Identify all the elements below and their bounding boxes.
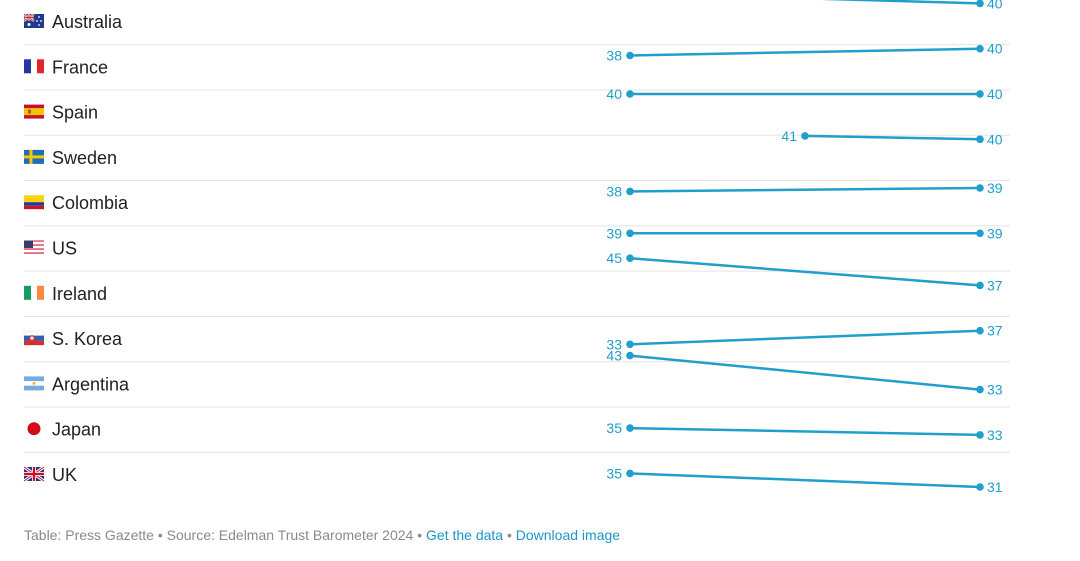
data-point (976, 44, 984, 53)
data-label: 43 (606, 0, 622, 1)
data-point (976, 281, 984, 290)
data-label: 35 (606, 465, 622, 481)
country-label: Spain (52, 103, 98, 123)
data-label: 37 (987, 323, 1003, 339)
country-label: Colombia (52, 193, 129, 213)
data-label: 33 (606, 336, 622, 352)
data-point (626, 187, 634, 196)
country-label: UK (52, 465, 77, 485)
data-point (976, 0, 984, 8)
ireland-flag-icon (24, 285, 44, 300)
data-point (976, 431, 984, 439)
data-point (626, 340, 634, 349)
data-point (801, 132, 809, 140)
data-label: 40 (987, 131, 1003, 147)
data-label: 33 (987, 382, 1003, 398)
data-label: 33 (987, 427, 1003, 443)
data-point (976, 483, 984, 491)
chart-footer: Table: Press Gazette • Source: Edelman T… (24, 527, 620, 543)
france-flag-icon (24, 59, 44, 74)
country-label: France (52, 57, 108, 77)
us-flag-icon (24, 240, 44, 254)
data-point (626, 229, 634, 238)
data-label: 39 (987, 180, 1003, 196)
argentina-flag-icon (24, 376, 44, 391)
data-point (976, 385, 984, 394)
data-label: 40 (606, 86, 622, 102)
series-line (804, 134, 981, 141)
series-line (629, 256, 981, 287)
data-point (626, 424, 634, 432)
data-label: 45 (606, 250, 622, 266)
japan-flag-icon (27, 422, 41, 436)
country-label: Argentina (52, 374, 130, 394)
colombia-flag-icon (24, 195, 44, 210)
data-point (626, 351, 634, 360)
data-label: 40 (987, 41, 1003, 57)
get-data-link[interactable]: Get the data (426, 527, 504, 543)
country-label: Ireland (52, 284, 107, 304)
footer-credit: Table: Press Gazette (24, 527, 154, 543)
data-point (976, 184, 984, 192)
footer-separator: • (157, 527, 163, 543)
data-label: 37 (987, 277, 1003, 293)
chart-svg: Australia 43 40 France 38 40 Spain 40 40 Sweden 41… (23, 0, 1010, 495)
australia-flag-icon (23, 13, 44, 28)
sweden-flag-icon (24, 149, 44, 164)
data-label: 40 (987, 0, 1003, 11)
data-label: 43 (606, 348, 622, 364)
country-label: Australia (52, 12, 123, 32)
series-line (629, 47, 981, 57)
data-label: 41 (781, 128, 797, 144)
series-line (820, 0, 981, 5)
series-line (629, 354, 981, 391)
country-label: Japan (52, 420, 101, 440)
footer-source: Source: Edelman Trust Barometer 2024 (166, 527, 414, 543)
data-label: 31 (987, 479, 1003, 495)
spain-flag-icon (24, 104, 44, 119)
data-label: 39 (606, 225, 622, 241)
data-point (976, 229, 984, 238)
data-label: 39 (987, 225, 1003, 241)
data-point (976, 135, 984, 144)
data-label: 35 (606, 420, 622, 436)
data-point (976, 90, 984, 98)
data-label: 40 (987, 86, 1003, 102)
uk-flag-icon (23, 465, 45, 483)
series-line (629, 329, 981, 346)
data-point (976, 326, 984, 335)
country-label: US (52, 239, 77, 259)
data-label: 38 (606, 183, 622, 199)
data-point (626, 90, 634, 98)
footer-separator: • (417, 527, 423, 543)
series-line (629, 186, 981, 193)
country-label: Sweden (52, 148, 117, 168)
data-point (626, 469, 634, 478)
series-line (629, 426, 981, 437)
south-korea-flag-icon (23, 330, 45, 346)
series-line (629, 472, 981, 489)
country-label: S. Korea (52, 329, 123, 349)
data-point (626, 254, 634, 262)
download-image-link[interactable]: Download image (515, 527, 621, 543)
data-label: 38 (606, 48, 622, 64)
footer-separator: • (506, 527, 512, 543)
data-point (626, 51, 634, 60)
